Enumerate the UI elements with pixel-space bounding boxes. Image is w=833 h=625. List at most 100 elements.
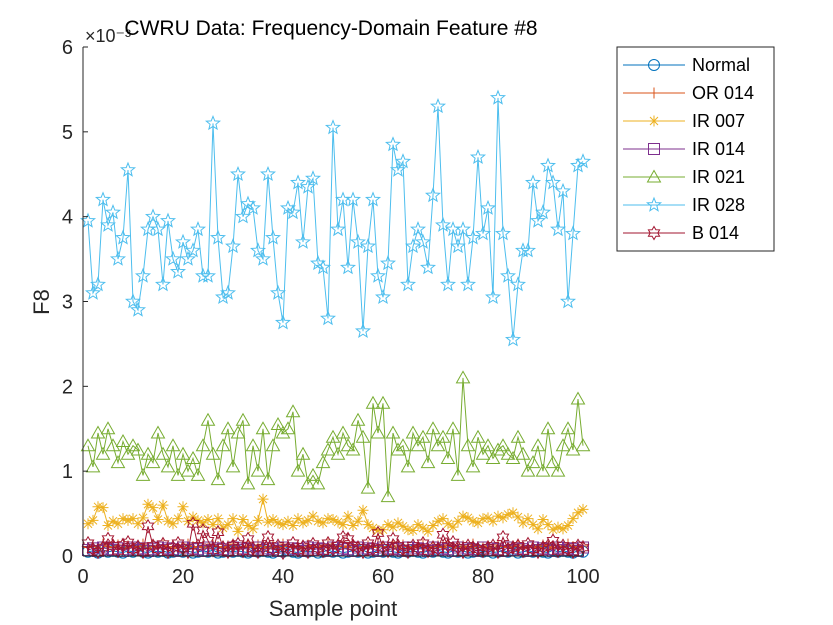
data-point-ir-028 [224,238,242,254]
data-point-ir-021 [370,425,386,439]
data-point-ir-007 [257,493,269,505]
data-point-b-014 [531,544,545,560]
data-point-ir-021 [130,442,146,456]
data-point-ir-021 [235,412,251,426]
data-point-ir-021 [180,463,196,477]
data-point-ir-028 [369,267,387,283]
data-point-ir-021 [420,455,436,469]
data-point-ir-007 [112,518,124,530]
data-point-b-014 [186,516,200,532]
data-point-ir-028 [504,331,522,347]
data-point-ir-007 [222,519,234,531]
data-point-ir-007 [207,519,219,531]
data-point-ir-028 [489,89,507,105]
legend-marker [648,143,660,155]
data-point-b-014 [386,531,400,547]
data-point-ir-021 [110,455,126,469]
data-point-b-014 [281,540,295,556]
data-point-ir-028 [214,288,232,304]
data-point-ir-021 [220,421,236,435]
data-point-ir-021 [95,446,111,460]
data-point-ir-007 [307,510,319,522]
data-point-ir-021 [535,463,551,477]
data-point-ir-028 [349,233,367,249]
data-point-b-014 [436,527,450,543]
data-point-b-014 [486,538,500,554]
data-point-ir-021 [510,429,526,443]
data-point-ir-007 [497,512,509,524]
data-point-ir-021 [255,421,271,435]
data-point-ir-028 [209,229,227,245]
data-point-ir-028 [439,276,457,292]
data-point-ir-021 [320,442,336,456]
x-tick-label: 60 [372,566,394,588]
data-point-ir-021 [305,467,321,481]
data-point-b-014 [411,540,425,556]
data-point-ir-007 [462,512,474,524]
data-point-ir-028 [384,136,402,152]
data-point-ir-028 [144,208,162,224]
data-point-ir-021 [455,370,471,384]
data-point-ir-021 [540,421,556,435]
data-point-ir-021 [160,459,176,473]
y-tick-label: 4 [62,207,73,229]
data-point-b-014 [506,540,520,555]
data-point-ir-028 [569,157,587,173]
data-point-ir-007 [197,517,209,529]
data-point-ir-021 [85,459,101,473]
y-tick-label: 6 [62,37,73,59]
series-ir-021 [80,370,591,503]
data-point-ir-028 [479,199,497,215]
data-point-ir-028 [434,216,452,232]
data-point-ir-028 [324,119,342,135]
data-point-ir-007 [82,518,94,530]
x-tick-label: 0 [77,566,88,588]
data-point-ir-007 [562,519,574,531]
data-point-b-014 [441,538,455,554]
data-point-ir-028 [99,216,117,232]
data-point-ir-028 [114,229,132,245]
data-point-ir-028 [259,165,277,181]
data-point-ir-028 [474,225,492,241]
data-point-ir-021 [365,395,381,409]
data-point-ir-021 [215,438,231,452]
data-point-ir-021 [530,438,546,452]
data-point-ir-028 [514,242,532,258]
data-point-ir-021 [560,421,576,435]
data-point-ir-028 [179,250,197,266]
data-point-b-014 [341,531,355,547]
data-point-ir-021 [175,446,191,460]
data-point-ir-021 [135,467,151,481]
legend-marker [648,115,660,127]
data-point-ir-028 [534,204,552,220]
data-point-ir-007 [212,513,224,525]
data-point-ir-028 [539,157,557,173]
legend-label: B 014 [692,223,739,243]
data-point-b-014 [256,540,270,555]
data-point-ir-021 [360,480,376,494]
data-point-ir-028 [244,199,262,215]
data-point-ir-028 [414,233,432,249]
data-point-ir-028 [134,267,152,283]
x-tick-label: 20 [172,566,194,588]
series-ir-007 [82,493,589,537]
data-point-ir-021 [550,463,566,477]
data-point-ir-007 [467,515,479,527]
data-point-ir-007 [567,513,579,525]
data-point-ir-028 [129,301,147,317]
data-point-ir-007 [452,515,464,527]
data-point-ir-028 [254,250,272,266]
data-point-ir-007 [102,519,114,531]
data-point-ir-021 [200,412,216,426]
data-point-ir-007 [537,514,549,526]
data-point-ir-007 [437,513,449,525]
data-point-ir-007 [402,524,414,536]
data-point-ir-007 [357,504,369,516]
legend-item-normal: Normal [623,55,750,75]
data-point-ir-021 [250,463,266,477]
data-point-ir-021 [185,450,201,464]
data-point-ir-007 [552,521,564,533]
data-point-ir-021 [410,438,426,452]
data-point-ir-028 [189,221,207,237]
legend-label: Normal [692,55,750,75]
